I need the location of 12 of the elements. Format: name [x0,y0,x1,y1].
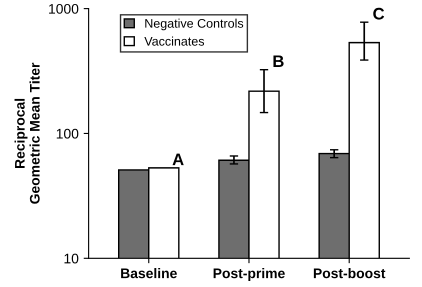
annotation: C [373,8,384,20]
y-tick-label: 10 [64,254,78,264]
annotation: A [172,154,184,166]
y-axis-title: Reciprocal Geometric Mean Titer [14,62,40,204]
y-tick-label: 100 [56,128,78,139]
legend-label: Vaccinates [144,36,204,46]
x-tick-label: Baseline [121,268,177,278]
x-tick-label: Post-boost [314,268,386,278]
x-tick-label: Post-prime [214,268,285,281]
y-tick-label: 1000 [49,4,78,14]
annotation: B [273,55,284,67]
legend-label: Negative Controls [145,18,244,30]
